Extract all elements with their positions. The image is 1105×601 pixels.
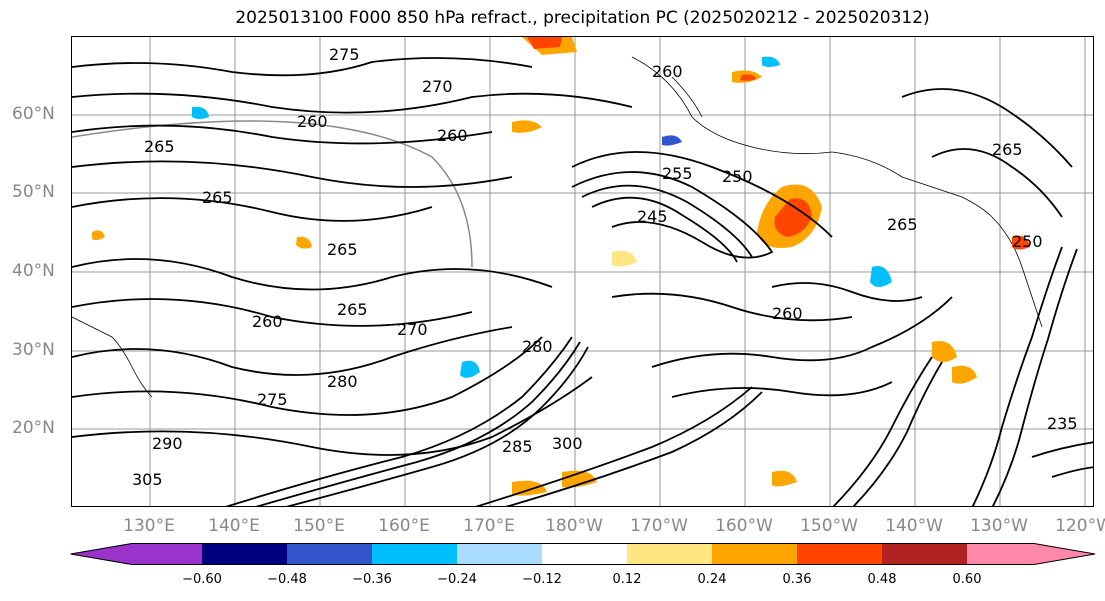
lat-label: 50°N	[12, 182, 55, 202]
colorbar-segment	[1034, 543, 1095, 565]
colorbar-segment	[882, 543, 967, 565]
contour-label: 300	[552, 434, 583, 453]
lon-label: 120°W	[1055, 516, 1105, 536]
precip-shading	[92, 37, 1030, 496]
colorbar-outline	[70, 543, 1096, 565]
contour-label: 235	[1047, 414, 1078, 433]
contour-label: 260	[772, 304, 803, 323]
colorbar-tick: −0.36	[352, 572, 392, 587]
colorbar-segment	[132, 543, 217, 565]
lon-label: 150°W	[800, 516, 858, 536]
contour-label: 270	[397, 320, 428, 339]
lon-label: 170°W	[630, 516, 688, 536]
lon-label: 140°W	[885, 516, 943, 536]
map-panel: 275 270 260 260 265 265 260 255 250 245 …	[71, 36, 1094, 507]
contour-label: 280	[522, 337, 553, 356]
contour-label: 250	[1012, 232, 1043, 251]
colorbar-segment	[372, 543, 457, 565]
lat-label: 20°N	[12, 418, 55, 438]
colorbar-tick: 0.60	[952, 572, 982, 587]
graticule	[72, 37, 1093, 506]
contour-label: 265	[992, 140, 1023, 159]
contour-label: 265	[887, 215, 918, 234]
contour-label: 260	[437, 126, 468, 145]
contour-label: 280	[327, 372, 358, 391]
lon-label: 160°W	[715, 516, 773, 536]
contour-lines	[72, 57, 1093, 506]
lat-label: 30°N	[12, 340, 55, 360]
lon-label: 160°E	[378, 516, 430, 536]
map-plot: 275 270 260 260 265 265 260 255 250 245 …	[72, 37, 1093, 506]
colorbar-segment	[287, 543, 372, 565]
colorbar-segment	[797, 543, 882, 565]
contour-label: 260	[652, 62, 683, 81]
contour-label: 265	[327, 240, 358, 259]
contour-label: 245	[637, 207, 668, 226]
colorbar-segment	[70, 543, 132, 565]
colorbar-segment	[712, 543, 797, 565]
colorbar	[70, 543, 1096, 565]
colorbar-tick: 0.12	[612, 572, 642, 587]
colorbar-segment	[542, 543, 627, 565]
colorbar-segment	[627, 543, 712, 565]
lat-label: 40°N	[12, 261, 55, 281]
contour-label: 275	[329, 45, 360, 64]
colorbar-tick: 0.36	[782, 572, 812, 587]
contour-label: 275	[257, 390, 288, 409]
lon-label: 180°W	[545, 516, 603, 536]
colorbar-tick: −0.12	[522, 572, 562, 587]
lat-label: 60°N	[12, 104, 55, 124]
contour-label: 265	[144, 137, 175, 156]
lon-label: 170°E	[463, 516, 515, 536]
colorbar-tick: −0.60	[182, 572, 222, 587]
contour-label: 290	[152, 434, 183, 453]
contour-label: 260	[252, 312, 283, 331]
contour-label: 285	[502, 437, 533, 456]
contour-label: 270	[422, 77, 453, 96]
lon-label: 130°E	[123, 516, 175, 536]
colorbar-segment	[202, 543, 287, 565]
colorbar-tick: 0.24	[697, 572, 727, 587]
contour-label: 305	[132, 470, 163, 489]
colorbar-tick: 0.48	[867, 572, 897, 587]
contour-label: 260	[297, 112, 328, 131]
lon-label: 150°E	[293, 516, 345, 536]
map-title: 2025013100 F000 850 hPa refract., precip…	[235, 8, 930, 28]
colorbar-segment	[457, 543, 542, 565]
contour-label: 255	[662, 164, 693, 183]
colorbar-tick: −0.48	[267, 572, 307, 587]
colorbar-segment	[967, 543, 1034, 565]
colorbar-tick: −0.24	[437, 572, 477, 587]
lon-label: 140°E	[208, 516, 260, 536]
contour-label: 250	[722, 167, 753, 186]
contour-label-group: 275 270 260 260 265 265 260 255 250 245 …	[132, 45, 1078, 489]
lon-label: 130°W	[970, 516, 1028, 536]
contour-label: 265	[202, 188, 233, 207]
contour-label: 265	[337, 300, 368, 319]
reference-curve	[72, 120, 473, 268]
